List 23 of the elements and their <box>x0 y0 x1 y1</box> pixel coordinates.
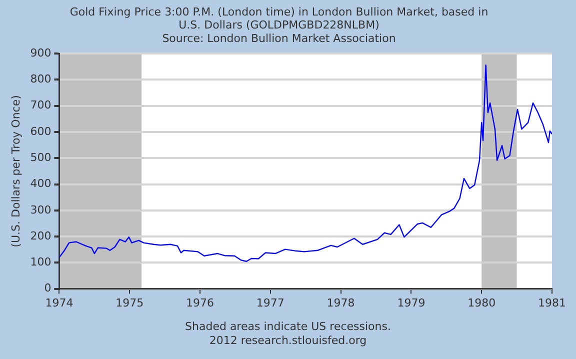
chart-subtitle: Source: London Bullion Market Association <box>162 32 396 45</box>
y-tick-label: 300 <box>30 203 52 216</box>
x-tick-label: 1980 <box>468 296 496 310</box>
chart-title: Gold Fixing Price 3:00 P.M. (London time) in London Bullion Market, based in U.S. Dollars (GOLDPMGBD228NLBM) <box>70 5 488 32</box>
y-tick-label: 700 <box>30 98 52 112</box>
y-tick-label: 0 <box>44 282 52 295</box>
y-tick-label: 900 <box>30 46 52 60</box>
y-tick-label: 200 <box>30 229 52 242</box>
x-tick-label: 1974 <box>45 296 74 310</box>
y-tick-label: 600 <box>30 124 52 138</box>
text: Shaded areas indicate US recessions. <box>185 320 391 333</box>
x-tick-label: 1975 <box>116 296 144 310</box>
y-axis-title: (U.S. Dollars per Troy Once) <box>9 95 22 248</box>
x-tick-label: 1976 <box>186 296 214 310</box>
text: 2012 research.stlouisfed.org <box>209 334 367 347</box>
y-tick-label: 400 <box>30 177 52 190</box>
x-tick-label: 1979 <box>397 296 426 310</box>
y-tick-label: 500 <box>30 150 52 164</box>
x-tick-label: 1981 <box>538 296 566 310</box>
x-tick-label: 1978 <box>326 296 355 310</box>
x-tick-label: 1977 <box>256 296 284 310</box>
y-tick-label: 100 <box>30 256 52 269</box>
y-tick-label: 800 <box>30 72 52 86</box>
